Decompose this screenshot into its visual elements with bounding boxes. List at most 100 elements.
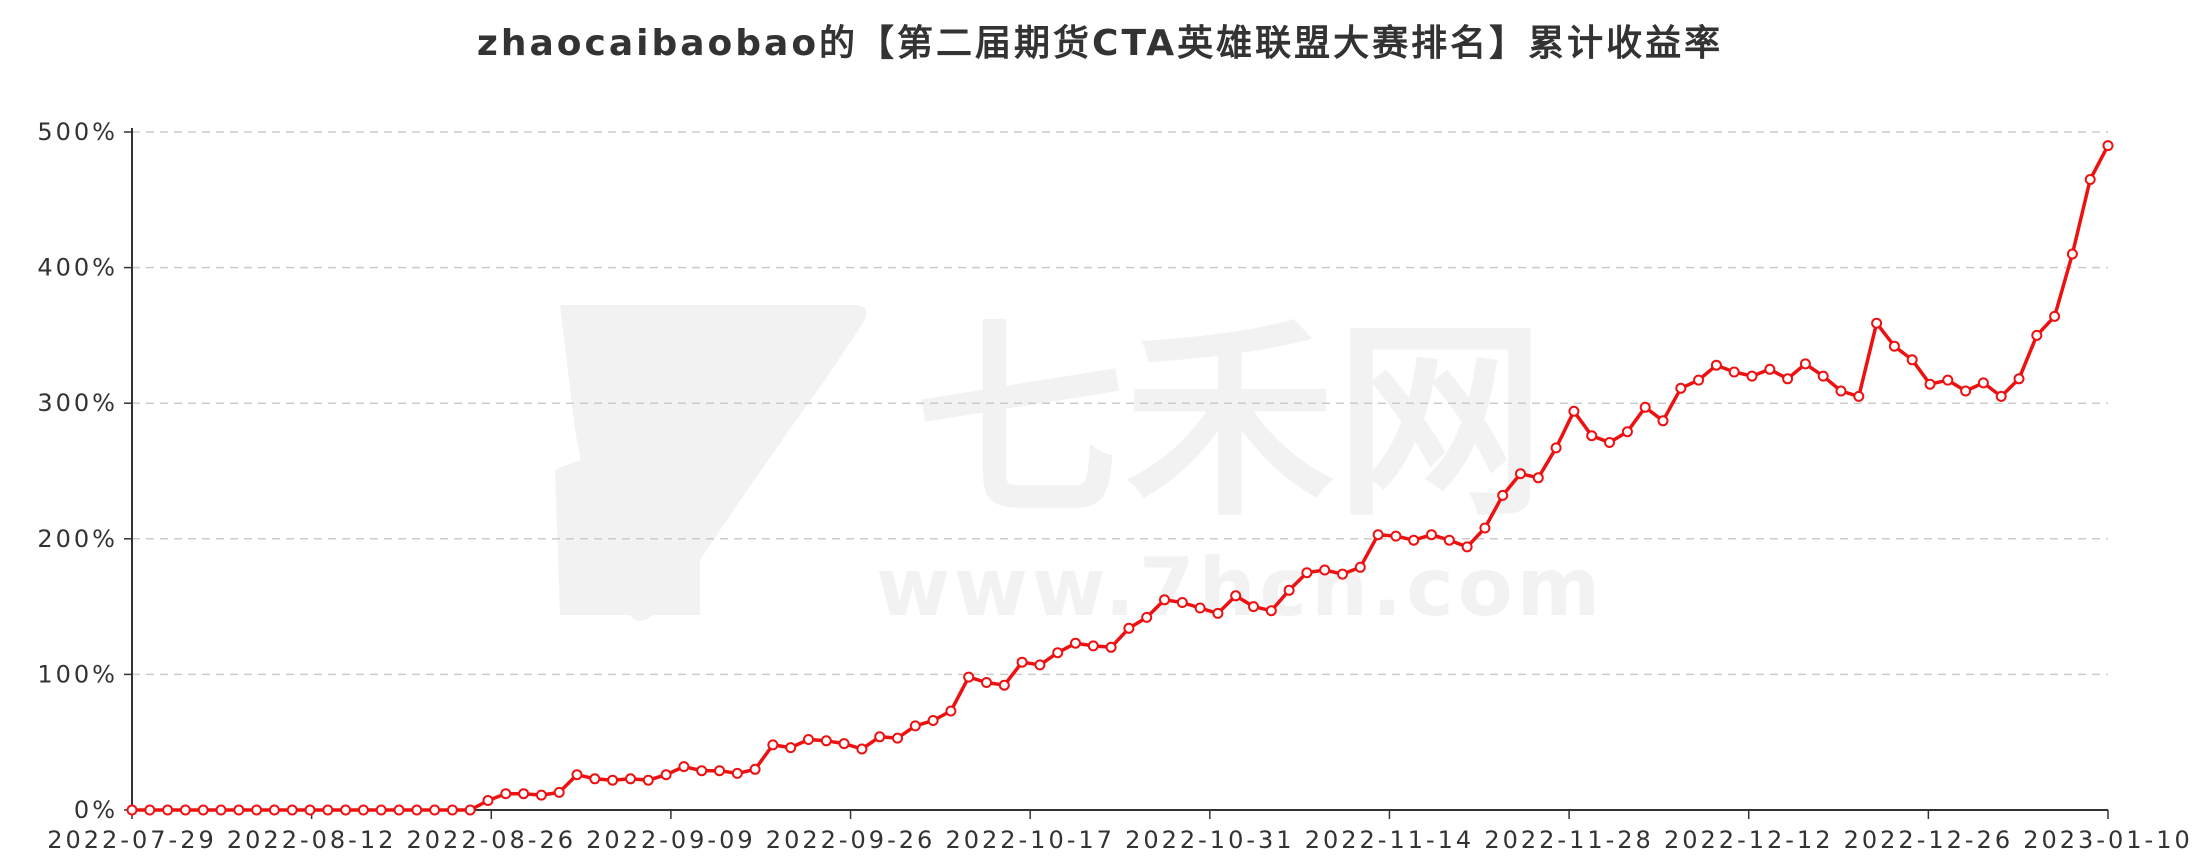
data-point[interactable] bbox=[1390, 530, 1402, 542]
data-point[interactable] bbox=[1087, 640, 1099, 652]
data-point[interactable] bbox=[820, 735, 832, 747]
data-point[interactable] bbox=[1354, 561, 1366, 573]
data-point[interactable] bbox=[215, 804, 227, 816]
data-point[interactable] bbox=[1782, 373, 1794, 385]
data-point[interactable] bbox=[1586, 430, 1598, 442]
data-point[interactable] bbox=[411, 804, 423, 816]
data-point[interactable] bbox=[1693, 374, 1705, 386]
data-point[interactable] bbox=[625, 773, 636, 785]
data-point[interactable] bbox=[927, 715, 939, 726]
data-point[interactable] bbox=[2102, 140, 2114, 152]
data-point[interactable] bbox=[1034, 659, 1046, 671]
data-point[interactable] bbox=[589, 773, 601, 785]
data-point[interactable] bbox=[1123, 622, 1135, 634]
data-point[interactable] bbox=[731, 767, 743, 779]
data-point[interactable] bbox=[1461, 541, 1473, 553]
data-point[interactable] bbox=[1604, 437, 1615, 448]
data-point[interactable] bbox=[1283, 584, 1295, 596]
data-point[interactable] bbox=[767, 739, 779, 751]
data-point[interactable] bbox=[607, 774, 619, 786]
data-point[interactable] bbox=[500, 788, 512, 800]
data-point[interactable] bbox=[1301, 567, 1313, 579]
data-point[interactable] bbox=[162, 804, 174, 816]
data-point[interactable] bbox=[981, 677, 992, 688]
data-point[interactable] bbox=[1764, 363, 1776, 375]
data-point[interactable] bbox=[464, 804, 476, 816]
data-point[interactable] bbox=[1942, 374, 1954, 386]
data-point[interactable] bbox=[1515, 468, 1526, 480]
data-point[interactable] bbox=[1105, 641, 1117, 653]
data-point[interactable] bbox=[785, 742, 797, 754]
data-point[interactable] bbox=[1159, 594, 1170, 606]
data-point[interactable] bbox=[1532, 472, 1544, 484]
data-point[interactable] bbox=[1141, 611, 1153, 623]
data-point[interactable] bbox=[1746, 370, 1758, 382]
data-point[interactable] bbox=[1176, 597, 1188, 608]
data-point[interactable] bbox=[1906, 354, 1918, 366]
data-point[interactable] bbox=[197, 804, 209, 816]
data-point[interactable] bbox=[233, 804, 245, 816]
data-point[interactable] bbox=[660, 769, 672, 781]
data-point[interactable] bbox=[1550, 442, 1562, 454]
data-point[interactable] bbox=[874, 731, 886, 743]
data-point[interactable] bbox=[1568, 405, 1580, 417]
data-point[interactable] bbox=[429, 804, 441, 816]
data-point[interactable] bbox=[714, 765, 725, 777]
data-point[interactable] bbox=[1888, 340, 1900, 352]
data-point[interactable] bbox=[2066, 248, 2078, 260]
data-point[interactable] bbox=[892, 732, 903, 744]
data-point[interactable] bbox=[482, 795, 494, 806]
data-point[interactable] bbox=[1960, 385, 1972, 397]
data-point[interactable] bbox=[446, 804, 458, 816]
data-point[interactable] bbox=[1016, 656, 1028, 668]
data-point[interactable] bbox=[553, 786, 565, 798]
data-point[interactable] bbox=[696, 765, 708, 777]
data-point[interactable] bbox=[179, 804, 191, 816]
data-point[interactable] bbox=[1639, 401, 1651, 413]
data-point[interactable] bbox=[945, 705, 957, 717]
data-point[interactable] bbox=[126, 804, 138, 816]
data-point[interactable] bbox=[1710, 359, 1722, 371]
data-point[interactable] bbox=[749, 763, 761, 775]
data-point[interactable] bbox=[286, 804, 298, 816]
data-point[interactable] bbox=[1835, 385, 1847, 397]
data-point[interactable] bbox=[1265, 605, 1277, 617]
data-point[interactable] bbox=[803, 734, 814, 745]
data-point[interactable] bbox=[1977, 377, 1989, 389]
data-point[interactable] bbox=[1479, 522, 1491, 534]
data-point[interactable] bbox=[2049, 310, 2061, 322]
data-point[interactable] bbox=[1443, 534, 1455, 546]
data-point[interactable] bbox=[1337, 568, 1348, 580]
data-point[interactable] bbox=[535, 789, 547, 801]
data-point[interactable] bbox=[2084, 174, 2096, 185]
data-point[interactable] bbox=[1924, 378, 1936, 390]
data-point[interactable] bbox=[251, 804, 263, 816]
data-point[interactable] bbox=[1853, 390, 1865, 402]
data-point[interactable] bbox=[571, 769, 583, 781]
data-point[interactable] bbox=[304, 804, 316, 816]
data-point[interactable] bbox=[393, 804, 405, 816]
data-point[interactable] bbox=[357, 804, 369, 816]
data-point[interactable] bbox=[1194, 602, 1206, 614]
data-point[interactable] bbox=[1319, 564, 1331, 576]
data-point[interactable] bbox=[998, 679, 1010, 691]
data-point[interactable] bbox=[1657, 415, 1669, 427]
data-point[interactable] bbox=[1497, 489, 1509, 501]
data-point[interactable] bbox=[2031, 329, 2043, 341]
data-point[interactable] bbox=[963, 671, 975, 683]
data-point[interactable] bbox=[1248, 601, 1259, 613]
data-point[interactable] bbox=[144, 804, 156, 816]
data-point[interactable] bbox=[1230, 590, 1242, 602]
data-point[interactable] bbox=[1871, 317, 1883, 329]
data-point[interactable] bbox=[340, 804, 352, 816]
data-point[interactable] bbox=[909, 720, 921, 732]
data-point[interactable] bbox=[1052, 647, 1064, 659]
data-point[interactable] bbox=[375, 804, 387, 816]
data-point[interactable] bbox=[1799, 358, 1811, 370]
data-point[interactable] bbox=[1408, 534, 1420, 546]
data-point[interactable] bbox=[268, 804, 280, 816]
data-point[interactable] bbox=[322, 804, 334, 816]
data-point[interactable] bbox=[1995, 390, 2007, 402]
data-point[interactable] bbox=[1070, 637, 1081, 649]
data-point[interactable] bbox=[838, 738, 850, 750]
